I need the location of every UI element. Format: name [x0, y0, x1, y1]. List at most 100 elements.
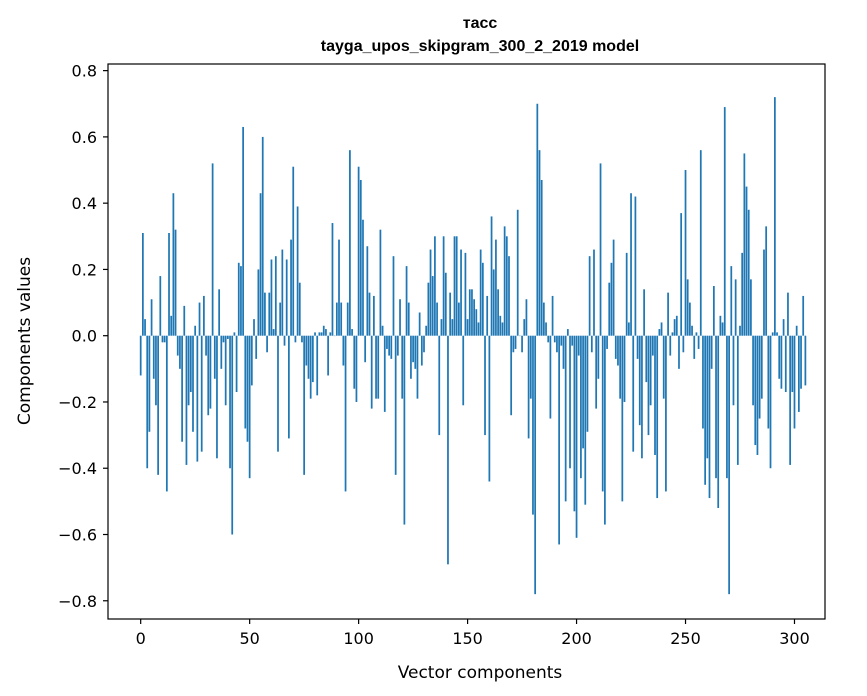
bar-0: [139, 335, 142, 376]
bar-143: [451, 319, 454, 336]
y-tick-label: 0.4: [72, 194, 97, 213]
bar-229: [638, 335, 641, 426]
bar-237: [656, 335, 659, 499]
bar-17: [176, 335, 179, 356]
bar-235: [651, 335, 654, 356]
bar-139: [442, 236, 445, 336]
bar-109: [377, 335, 380, 399]
y-tick-label: 0.6: [72, 128, 97, 147]
bar-64: [279, 302, 282, 336]
bar-6: [152, 335, 155, 379]
bar-248: [680, 213, 683, 336]
bar-219: [617, 335, 619, 366]
bar-129: [420, 335, 423, 366]
bar-86: [327, 335, 329, 376]
bar-96: [349, 150, 351, 336]
x-tick-label: 300: [779, 629, 810, 648]
bar-4: [148, 335, 151, 432]
bar-184: [540, 179, 543, 336]
plot-area-frame: [107, 63, 826, 620]
bar-36: [218, 289, 221, 336]
x-axis-label: Vector components: [398, 663, 563, 683]
bar-163: [495, 239, 497, 336]
bar-140: [444, 272, 447, 336]
bar-84: [322, 325, 325, 336]
bar-240: [662, 335, 665, 399]
bar-141: [447, 335, 449, 565]
bar-65: [281, 249, 284, 336]
bar-147: [460, 249, 462, 336]
bar-94: [344, 335, 347, 492]
bar-201: [577, 335, 580, 356]
bar-290: [771, 332, 774, 336]
bar-46: [240, 266, 242, 336]
bar-252: [689, 302, 691, 336]
bar-304: [802, 295, 805, 336]
bar-100: [357, 166, 360, 336]
bar-75: [303, 335, 306, 475]
bar-247: [678, 335, 680, 369]
bar-45: [237, 262, 240, 336]
bar-119: [399, 299, 401, 336]
bar-164: [497, 289, 499, 336]
bar-294: [780, 335, 783, 389]
bar-277: [743, 153, 746, 336]
bar-180: [532, 335, 534, 515]
bar-13: [168, 232, 170, 336]
bar-22: [187, 335, 190, 406]
y-tick-label: −0.6: [58, 526, 97, 545]
bar-175: [521, 335, 523, 353]
bar-133: [429, 249, 432, 336]
bar-232: [645, 335, 648, 383]
bar-79: [311, 335, 314, 383]
bar-287: [765, 226, 768, 336]
bar-21: [185, 335, 188, 465]
bar-188: [549, 335, 552, 419]
bar-132: [427, 282, 430, 336]
bar-162: [492, 269, 495, 336]
bar-54: [257, 269, 260, 336]
bar-67: [285, 259, 288, 336]
bar-115: [390, 335, 393, 359]
bar-193: [560, 335, 563, 346]
bar-26: [196, 335, 199, 462]
bar-114: [388, 335, 390, 356]
bar-144: [453, 236, 456, 336]
bar-31: [207, 335, 210, 416]
bar-251: [686, 279, 689, 336]
bar-241: [665, 335, 667, 492]
bar-83: [320, 332, 323, 336]
bar-120: [401, 335, 404, 399]
bar-303: [800, 335, 802, 389]
bar-63: [277, 335, 279, 452]
bar-212: [601, 335, 604, 492]
bar-292: [776, 332, 778, 336]
bar-102: [362, 219, 364, 336]
bar-30: [205, 335, 207, 356]
bar-148: [462, 335, 465, 406]
bar-106: [370, 335, 373, 409]
bars-group: [139, 97, 807, 595]
bar-276: [741, 252, 744, 336]
bar-112: [383, 335, 386, 412]
bar-153: [473, 299, 475, 336]
bar-178: [527, 335, 530, 439]
y-tick-label: −0.8: [58, 592, 97, 611]
bar-1: [142, 232, 144, 336]
bar-56: [261, 136, 264, 336]
bar-195: [564, 335, 567, 502]
bar-52: [253, 319, 255, 336]
bar-263: [712, 286, 715, 336]
bar-128: [418, 312, 421, 336]
bar-29: [203, 295, 205, 336]
bar-176: [523, 319, 526, 336]
bar-262: [710, 335, 713, 369]
x-tick-label: 150: [452, 629, 483, 648]
bar-156: [479, 249, 482, 336]
bar-158: [484, 335, 486, 436]
bar-103: [364, 335, 367, 363]
bar-302: [797, 335, 800, 412]
bar-183: [538, 150, 541, 336]
bar-74: [301, 335, 303, 343]
bar-171: [512, 335, 515, 353]
